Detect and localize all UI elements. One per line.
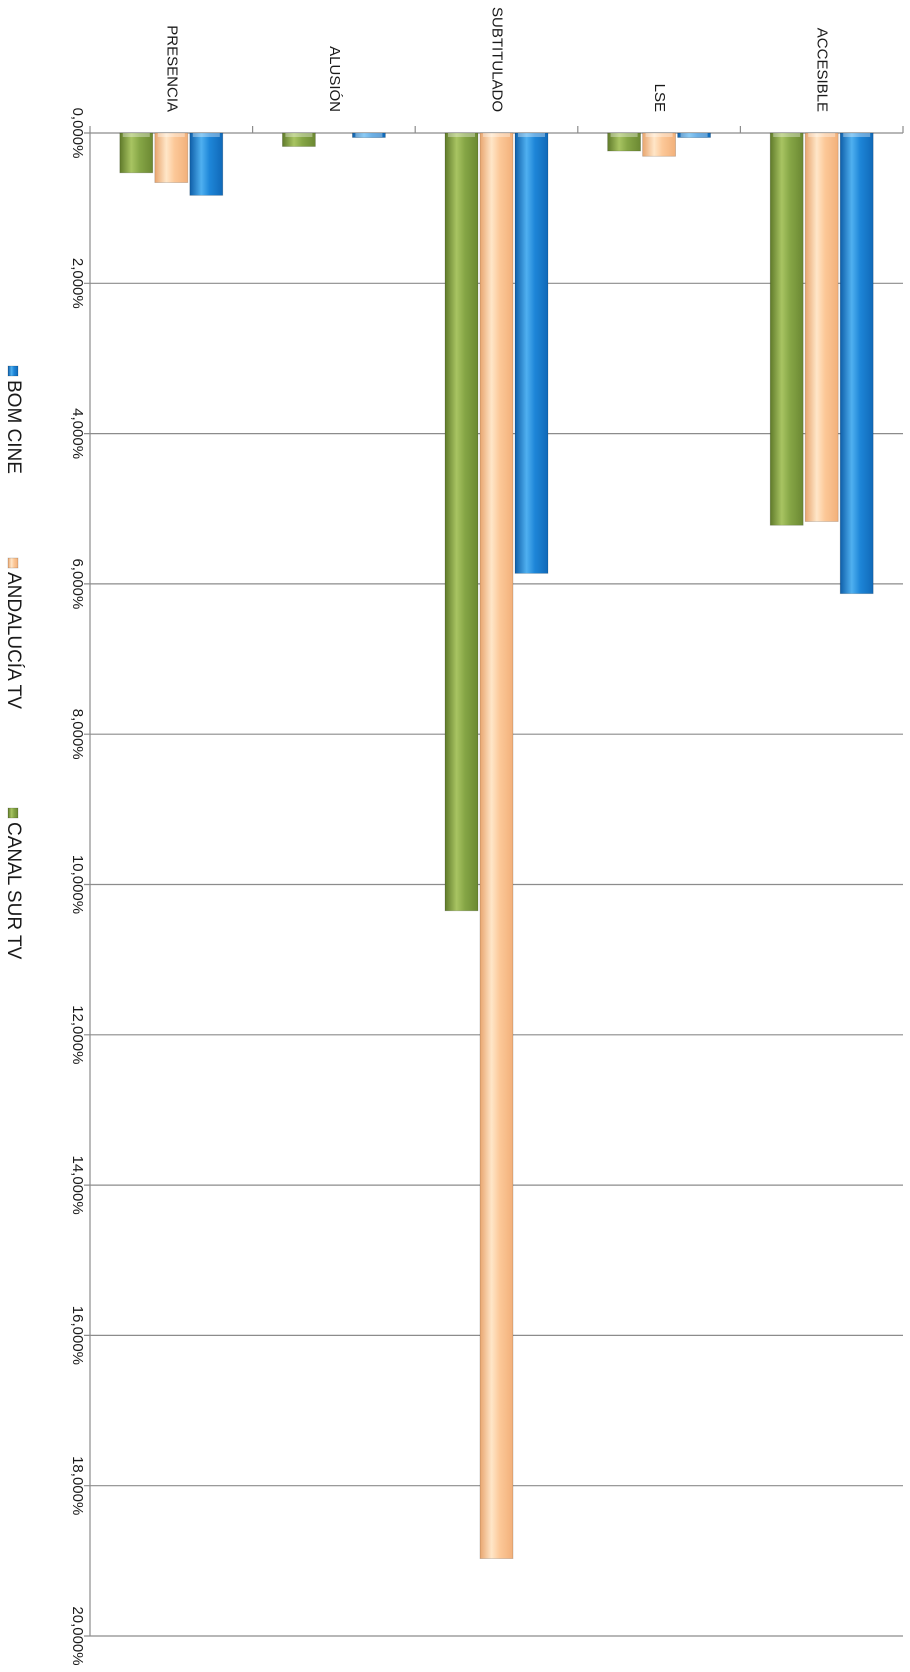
bar-highlight: [518, 133, 545, 137]
bar-highlight: [122, 133, 150, 137]
bar-highlight: [448, 133, 475, 137]
value-tick-label: 20,000%: [69, 1606, 86, 1665]
legend-swatch: [7, 807, 19, 819]
legend-label: CANAL SUR TV: [3, 822, 24, 960]
bar-highlight: [610, 133, 638, 137]
bar-highlight: [843, 133, 871, 137]
value-tick-label: 8,000%: [69, 709, 86, 760]
category-axis: PRESENCIA ALUSIÓN SUBTITULADO LSE ACCESIBLE: [89, 7, 904, 133]
bar-canal-sur-tv: [607, 132, 641, 152]
bar-bom-cine: [677, 132, 711, 138]
value-tick-label: 12,000%: [69, 1005, 86, 1064]
category-label: LSE: [651, 84, 668, 112]
bar-canal-sur-tv: [444, 132, 479, 912]
legend-label: ANDALUCÍA TV: [3, 572, 24, 709]
bar-highlight: [773, 133, 801, 137]
category-label: ACCESIBLE: [814, 28, 831, 112]
legend: BOM CINE ANDALUCÍA TV CANAL SUR TV: [3, 365, 24, 960]
value-axis: 0,000% 2,000% 4,000% 6,000% 8,000% 10,000% 12,…: [69, 108, 91, 1666]
bar-highlight: [680, 133, 708, 137]
bar-highlight: [157, 133, 185, 137]
bar-canal-sur-tv: [281, 132, 316, 147]
category-label: PRESENCIA: [163, 25, 180, 112]
bar-bom-cine: [189, 132, 224, 196]
bar-andaluc-a-tv: [642, 132, 676, 157]
bar-andaluc-a-tv: [479, 132, 514, 1559]
bar-highlight: [355, 133, 383, 137]
value-tick-label: 4,000%: [69, 408, 86, 459]
bar-canal-sur-tv: [119, 132, 154, 174]
value-tick-label: 16,000%: [69, 1306, 86, 1365]
bar-highlight: [645, 133, 673, 137]
value-tick-label: 14,000%: [69, 1155, 86, 1214]
value-tick-label: 18,000%: [69, 1456, 86, 1515]
value-tick-label: 10,000%: [69, 855, 86, 914]
bar-andaluc-a-tv: [154, 132, 189, 183]
bar-bom-cine: [839, 132, 874, 595]
bar-bom-cine: [514, 132, 549, 574]
legend-swatch: [7, 365, 19, 377]
value-tick-label: 0,000%: [69, 108, 86, 159]
bar-highlight: [483, 133, 510, 137]
bar-highlight: [808, 133, 836, 137]
bars: [119, 132, 874, 1559]
category-label: ALUSIÓN: [326, 46, 343, 112]
value-tick-label: 6,000%: [69, 558, 86, 609]
legend-swatch: [7, 557, 19, 569]
value-tick-label: 2,000%: [69, 258, 86, 309]
legend-label: BOM CINE: [3, 380, 24, 474]
category-label: SUBTITULADO: [489, 7, 506, 112]
bar-canal-sur-tv: [769, 132, 804, 526]
bar-bom-cine: [351, 132, 386, 138]
bar-andaluc-a-tv: [804, 132, 839, 522]
bar-highlight: [285, 133, 313, 137]
bar-highlight: [192, 133, 220, 137]
